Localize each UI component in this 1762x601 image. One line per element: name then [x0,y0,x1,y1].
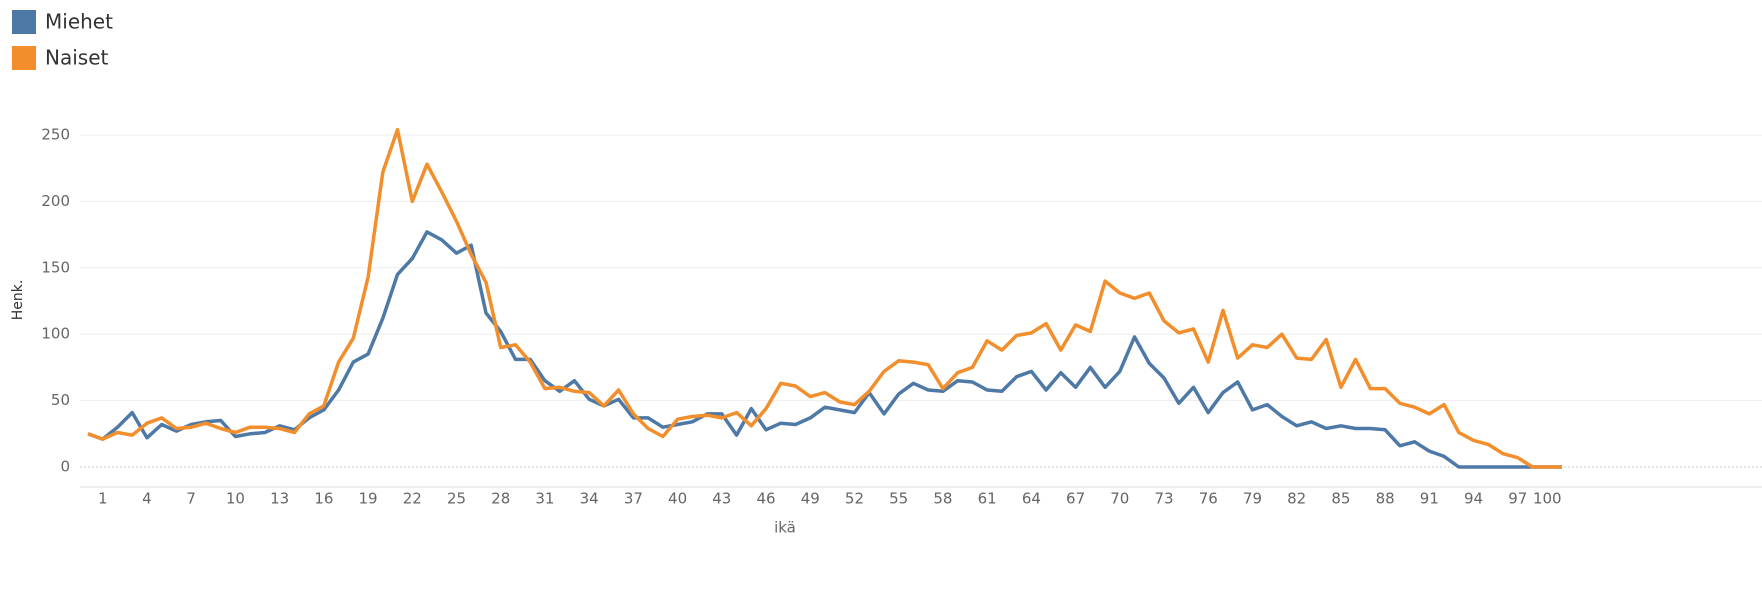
x-tick-label: 73 [1154,490,1173,508]
x-tick-label: 31 [535,490,554,508]
x-tick-label: 79 [1243,490,1262,508]
y-tick-label: 250 [41,126,70,144]
x-tick-label: 40 [668,490,687,508]
x-tick-label: 43 [712,490,731,508]
x-tick-label: 49 [801,490,820,508]
legend-label: Miehet [45,10,113,34]
x-tick-label: 88 [1376,490,1395,508]
x-tick-label: 91 [1420,490,1439,508]
y-axis-title: Henk. [10,280,26,321]
y-tick-label: 100 [41,325,70,343]
x-tick-label: 58 [933,490,952,508]
x-tick-label: 7 [186,490,196,508]
x-tick-label: 64 [1022,490,1041,508]
x-tick-label: 19 [359,490,378,508]
x-tick-label: 34 [580,490,599,508]
x-tick-label: 10 [226,490,245,508]
x-tick-label: 16 [314,490,333,508]
series-line [87,230,1562,469]
x-tick-label: 55 [889,490,908,508]
x-tick-label: 52 [845,490,864,508]
y-tick-label: 0 [60,458,70,476]
x-tick-label: 28 [491,490,510,508]
x-tick-label: 22 [403,490,422,508]
y-tick-label: 200 [41,192,70,210]
y-tick-label: 150 [41,258,70,276]
x-axis-title: ikä [774,519,796,537]
y-tick-label: 50 [51,391,70,409]
x-tick-label: 82 [1287,490,1306,508]
legend-swatch [12,10,36,34]
x-tick-label: 97 [1508,490,1527,508]
x-tick-label: 94 [1464,490,1483,508]
x-tick-label: 37 [624,490,643,508]
x-tick-label: 70 [1110,490,1129,508]
x-tick-label: 13 [270,490,289,508]
x-tick-label: 67 [1066,490,1085,508]
x-tick-label: 25 [447,490,466,508]
x-tick-label: 1 [98,490,108,508]
x-tick-label: 85 [1331,490,1350,508]
x-tick-label: 4 [142,490,152,508]
x-tick-label: 76 [1199,490,1218,508]
x-tick-label: 100 [1533,490,1562,508]
legend-swatch [12,46,36,70]
series-line [87,127,1562,469]
x-tick-label: 61 [978,490,997,508]
legend-label: Naiset [45,46,108,70]
x-tick-label: 46 [756,490,775,508]
